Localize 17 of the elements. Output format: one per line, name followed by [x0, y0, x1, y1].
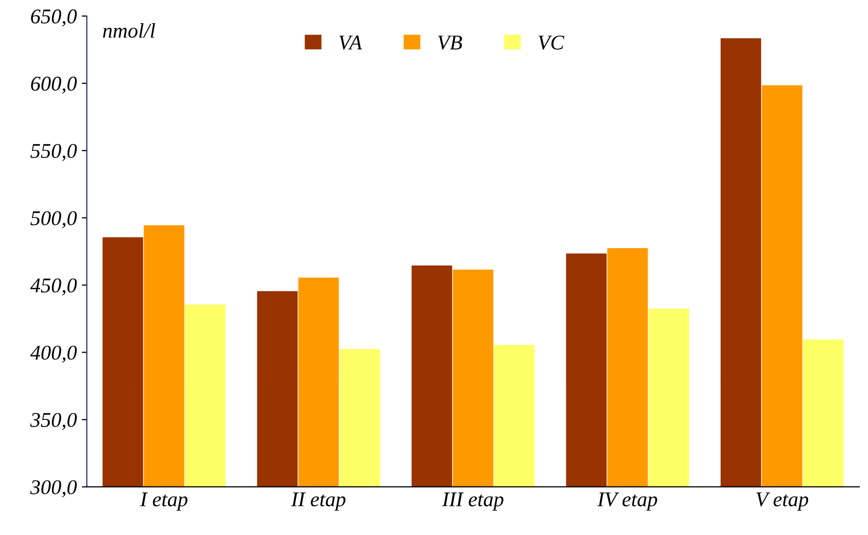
y-tick-label: 450,0 [30, 278, 77, 296]
y-tick-label: 550,0 [30, 144, 77, 161]
y-tick-label: 600,0 [31, 76, 77, 94]
legend-label: VC [538, 36, 564, 50]
y-tick-label: 350,0 [30, 412, 77, 430]
y-tick-label: 500,0 [30, 211, 77, 228]
x-tick-label: III etap [442, 492, 504, 511]
y-axis-title: nmol/l [102, 23, 156, 38]
y-tick-label: 650,0 [31, 9, 77, 26]
y-tick-label: 400,0 [30, 346, 77, 363]
x-tick-label: II etap [291, 492, 346, 511]
x-tick-label: V etap [756, 492, 808, 511]
x-tick-label: I etap [140, 492, 188, 511]
legend-label: VB [438, 36, 462, 50]
legend-label: VA [339, 36, 362, 50]
y-tick-label: 300,0 [30, 480, 77, 498]
x-tick-label: IV etap [597, 492, 658, 511]
